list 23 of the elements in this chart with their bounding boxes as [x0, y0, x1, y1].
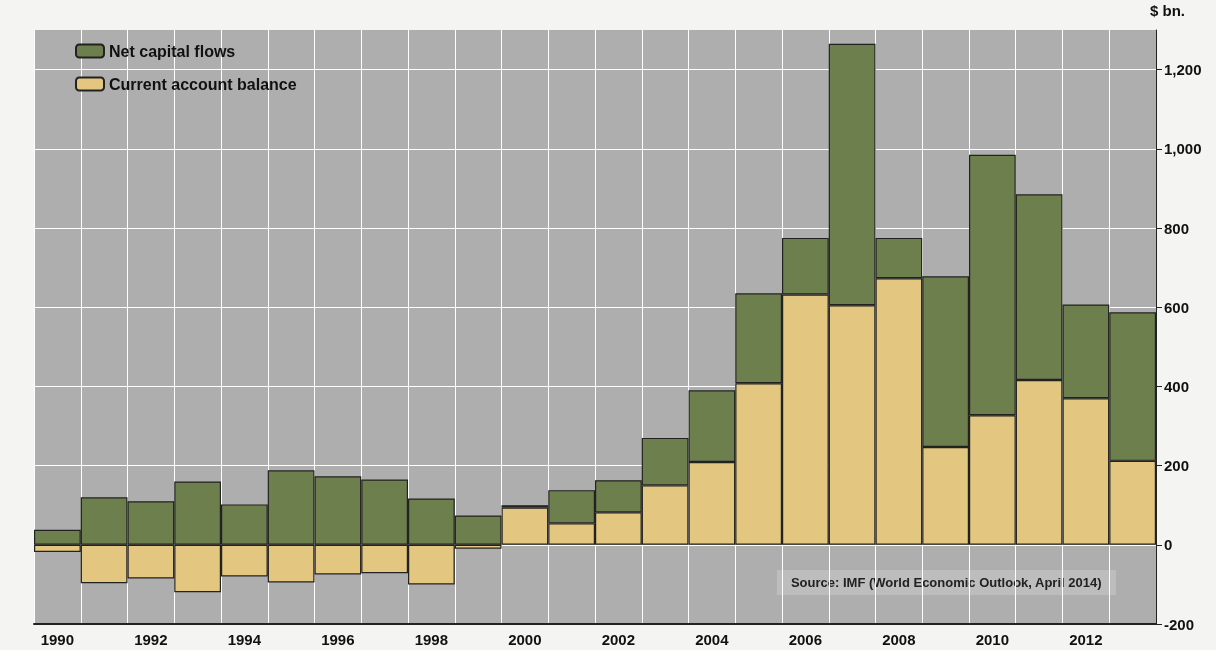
x-tick-label: 2000 — [508, 631, 542, 648]
y-tick-label: 0 — [1164, 536, 1173, 554]
x-tick-label: 1994 — [227, 631, 262, 648]
x-tick-label: 2002 — [601, 631, 636, 648]
y-tick-label: -200 — [1164, 615, 1195, 633]
y-tick-label: 200 — [1164, 457, 1190, 475]
x-tick-label: 2008 — [882, 631, 916, 648]
y-tick-label: 400 — [1164, 377, 1190, 395]
y-tick-label: 800 — [1164, 219, 1190, 237]
y-tick-label: 600 — [1164, 298, 1190, 316]
y-tick-label: 1,200 — [1164, 61, 1202, 79]
x-tick-label: 1998 — [414, 631, 449, 648]
y-axis-title: $ bn. — [1150, 2, 1186, 19]
x-tick-label: 1992 — [134, 631, 168, 648]
legend-label: Net capital flows — [109, 42, 236, 60]
y-tick-label: 1,000 — [1164, 140, 1202, 158]
x-tick-label: 2012 — [1069, 631, 1103, 648]
x-tick-label: 2006 — [788, 631, 823, 648]
legend-label: Current account balance — [109, 75, 297, 93]
x-tick-label: 2010 — [975, 631, 1010, 648]
x-tick-label: 1990 — [40, 631, 75, 648]
x-tick-label: 2004 — [695, 631, 730, 648]
x-tick-label: 1996 — [321, 631, 355, 648]
